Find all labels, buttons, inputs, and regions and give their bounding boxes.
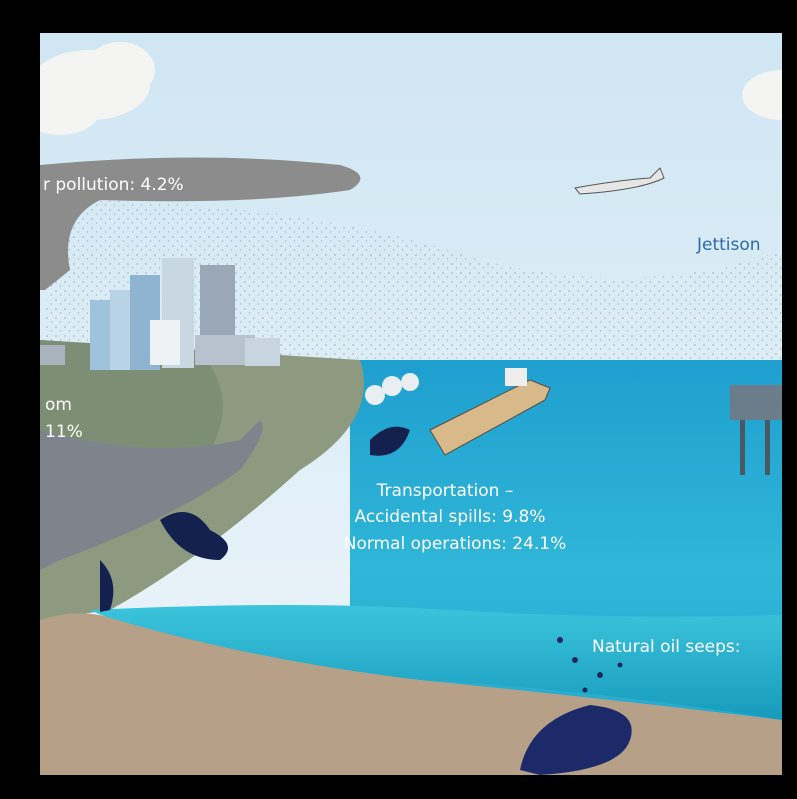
tanker xyxy=(365,368,551,456)
seep-drops xyxy=(557,637,623,693)
road xyxy=(40,420,263,570)
normal-label: Normal operations: 24.1% xyxy=(344,534,567,554)
oil-slicks xyxy=(100,426,410,612)
labels: r pollution: 4.2% om 11% Transportation … xyxy=(43,175,741,657)
smoke xyxy=(40,157,361,290)
air-label: r pollution: 4.2% xyxy=(43,175,184,195)
runoff-value: 11% xyxy=(45,422,83,442)
seep-pool xyxy=(520,705,632,775)
shallow-water xyxy=(90,605,782,720)
clouds xyxy=(40,42,782,135)
transport-title: Transportation – xyxy=(376,481,514,501)
runoff-label: om xyxy=(45,395,72,415)
jettison-label: Jettison xyxy=(696,235,761,255)
oil-platform xyxy=(730,385,782,475)
city xyxy=(40,258,280,370)
airplane xyxy=(574,167,665,195)
seeps-label: Natural oil seeps: xyxy=(592,637,741,657)
accidental-label: Accidental spills: 9.8% xyxy=(355,507,546,527)
